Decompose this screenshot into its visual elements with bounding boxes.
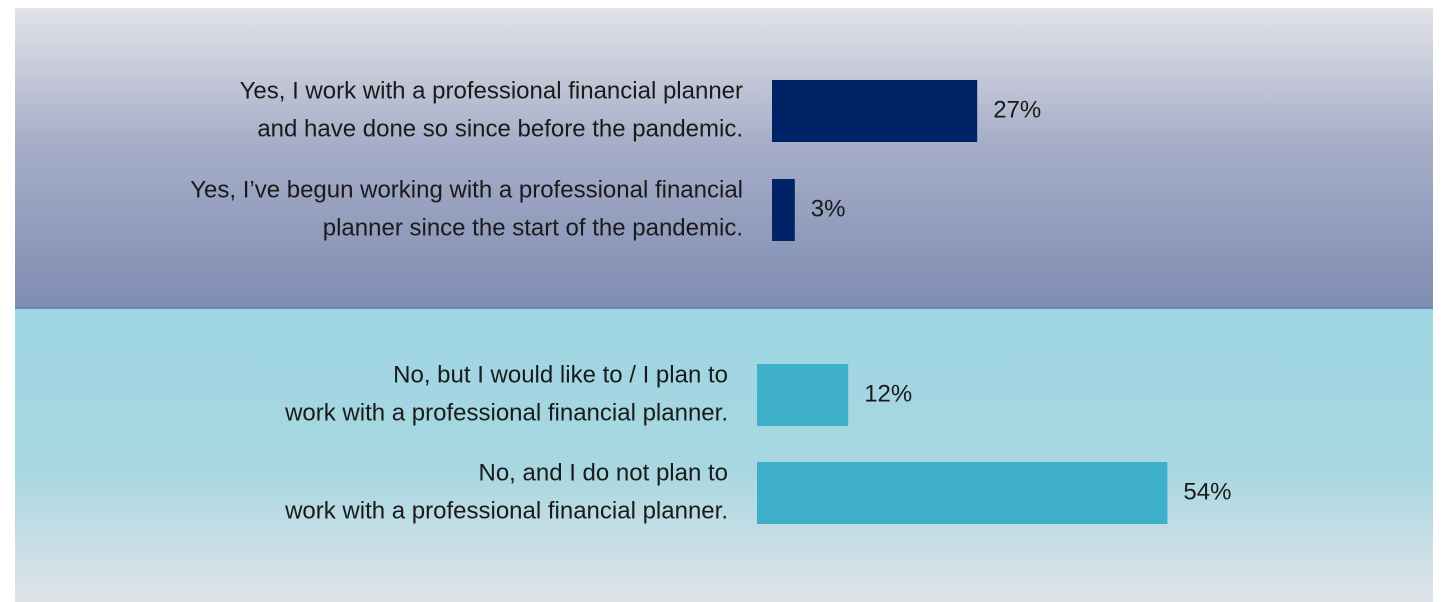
category-label: work with a professional financial plann…	[284, 497, 728, 524]
category-label: work with a professional financial plann…	[284, 399, 728, 426]
category-label: and have done so since before the pandem…	[257, 115, 743, 142]
category-label: planner since the start of the pandemic.	[323, 214, 743, 241]
value-label: 54%	[1183, 478, 1231, 505]
bar	[772, 179, 795, 241]
panel-no	[15, 308, 1433, 602]
category-label: No, and I do not plan to	[478, 459, 728, 486]
bar	[772, 80, 978, 142]
bar	[757, 364, 849, 426]
value-label: 27%	[993, 96, 1041, 123]
bar	[757, 462, 1168, 524]
value-label: 3%	[811, 195, 846, 222]
value-label: 12%	[864, 380, 912, 407]
category-label: No, but I would like to / I plan to	[393, 361, 728, 388]
category-label: Yes, I’ve begun working with a professio…	[190, 176, 743, 203]
category-label: Yes, I work with a professional financia…	[240, 77, 743, 104]
panel-yes	[15, 8, 1433, 308]
